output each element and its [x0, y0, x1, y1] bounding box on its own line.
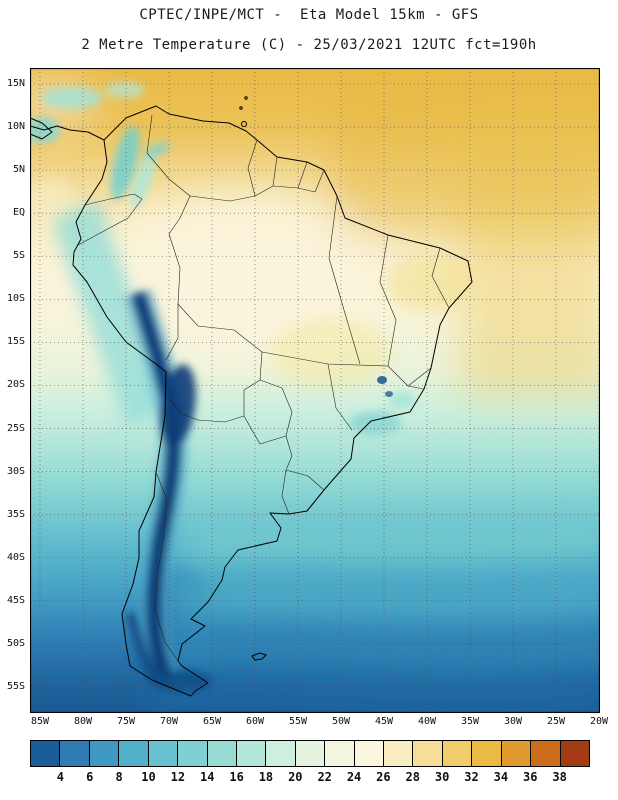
lat-tick-label: 5S: [12, 250, 25, 262]
lon-tick-label: 85W: [30, 716, 50, 727]
colorbar-tick-label: 6: [86, 770, 94, 784]
colorbar-segment: [383, 741, 413, 766]
lat-tick-label: 20S: [6, 379, 25, 391]
colorbar-tick-label: 16: [229, 770, 244, 784]
colorbar-tick-label: 38: [552, 770, 567, 784]
colorbar-segment: [206, 741, 236, 766]
colorbar-segment: [559, 741, 590, 766]
lon-tick-label: 30W: [503, 716, 523, 727]
colorbar-segment: [59, 741, 89, 766]
colorbar-segment: [147, 741, 178, 766]
colorbar-segment: [412, 741, 442, 766]
colorbar-segment: [294, 741, 325, 766]
colorbar-tick-label: 32: [464, 770, 479, 784]
lon-tick-label: 25W: [546, 716, 566, 727]
colorbar-tick-label: 18: [258, 770, 274, 784]
lat-tick-label: 30S: [6, 465, 25, 477]
colorbar-segment: [88, 741, 119, 766]
country-borders: [77, 114, 450, 662]
lon-tick-label: 45W: [374, 716, 394, 727]
lat-tick-label: 50S: [6, 637, 25, 649]
south-america-temperature-map: [30, 68, 600, 713]
lat-tick-label: EQ: [12, 207, 25, 219]
figure-title: CPTEC/INPE/MCT - Eta Model 15km - GFS: [139, 7, 479, 23]
colorbar-tick-label: 20: [288, 770, 303, 784]
lat-tick-label: 45S: [6, 594, 25, 606]
lon-tick-label: 80W: [73, 716, 93, 727]
colorbar-tick-label: 14: [199, 770, 215, 784]
lat-lon-grid: [30, 68, 600, 713]
colorbar-segment: [177, 741, 207, 766]
lon-tick-label: 50W: [331, 716, 351, 727]
lon-tick-label: 65W: [202, 716, 222, 727]
lon-tick-label: 55W: [288, 716, 308, 727]
colorbar-segment: [265, 741, 295, 766]
lon-tick-label: 20W: [589, 716, 609, 727]
lat-tick-label: 15S: [6, 336, 25, 348]
map-frame: [30, 68, 600, 713]
colorbar-segment: [500, 741, 531, 766]
colorbar-tick-label: 28: [405, 770, 421, 784]
longitude-axis: 85W 80W 75W 70W 65W 60W 55W 50W 45W 40W 35W 30W 25W 2…: [30, 716, 610, 730]
colorbar-tick-label: 26: [376, 770, 391, 784]
lat-tick-label: 10S: [6, 293, 25, 305]
colorbar-tick-labels: 4 6 8 10 12 14 16 18 20 22 24 26 28 30 32 34 36 38: [31, 770, 589, 786]
latitude-axis: 15N 10N 5N EQ 5S 10S 15S 20S 25S 30S 35S 40S 45S 50S 5…: [0, 68, 28, 728]
colorbar-tick-label: 4: [56, 770, 64, 784]
colorbar-segment: [235, 741, 266, 766]
lat-tick-label: 10N: [6, 121, 25, 133]
colorbar-tick-label: 30: [434, 770, 450, 784]
lat-tick-label: 40S: [6, 551, 25, 563]
lon-tick-label: 70W: [159, 716, 179, 727]
lat-tick-label: 15N: [6, 78, 25, 89]
colorbar-tick-label: 22: [317, 770, 332, 784]
colorbar-segment: [441, 741, 472, 766]
colorbar-tick-label: 12: [170, 770, 186, 784]
lat-tick-label: 55S: [6, 680, 25, 692]
colorbar-segment: [118, 741, 148, 766]
colorbar-tick-label: 24: [346, 770, 362, 784]
lat-tick-label: 25S: [6, 422, 25, 434]
temperature-field: [30, 68, 600, 713]
lon-tick-label: 60W: [245, 716, 265, 727]
colorbar-tick-label: 10: [141, 770, 156, 784]
figure-subtitle: 2 Metre Temperature (C) - 25/03/2021 12U…: [81, 37, 537, 53]
colorbar-segment: [31, 741, 60, 766]
map-area: [30, 68, 600, 713]
lat-tick-label: 5N: [12, 164, 25, 176]
lon-tick-label: 40W: [417, 716, 437, 727]
colorbar-segment: [353, 741, 384, 766]
lat-tick-label: 35S: [6, 508, 25, 520]
colorbar-tick-label: 8: [115, 770, 123, 784]
lon-tick-label: 35W: [460, 716, 480, 727]
colorbar-tick-label: 34: [493, 770, 509, 784]
temperature-colorbar: [30, 740, 590, 767]
colorbar-segment: [324, 741, 354, 766]
colorbar-tick-label: 36: [523, 770, 538, 784]
colorbar-segment: [471, 741, 501, 766]
coastline-outline: [30, 96, 473, 697]
lon-tick-label: 75W: [116, 716, 136, 727]
colorbar-segment: [530, 741, 560, 766]
